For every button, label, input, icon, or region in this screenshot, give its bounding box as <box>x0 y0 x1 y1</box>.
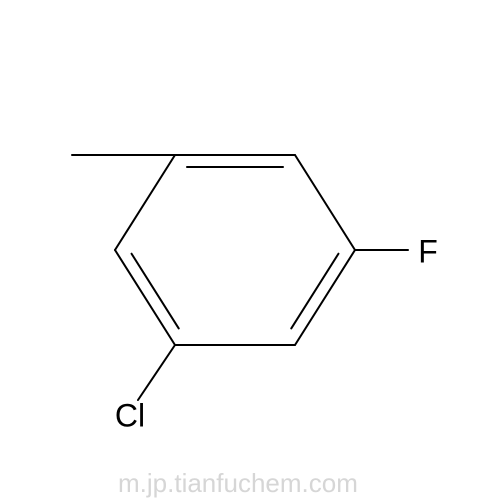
fluorine-label: F <box>418 234 438 271</box>
chlorine-label: Cl <box>115 398 145 435</box>
